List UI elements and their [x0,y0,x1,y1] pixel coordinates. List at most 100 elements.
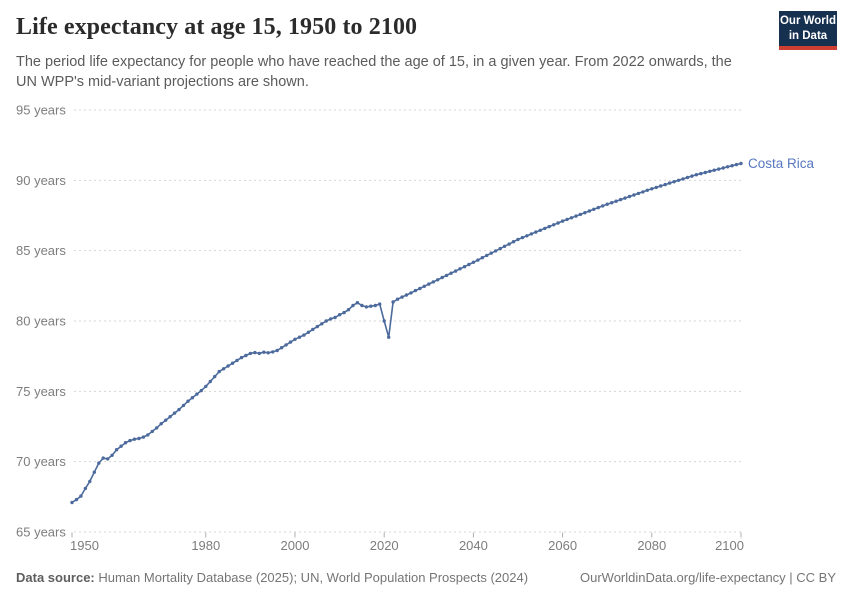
data-point [70,500,74,505]
data-point [88,479,92,484]
data-point [239,355,244,360]
data-point [181,403,186,408]
data-point [226,364,230,368]
data-point [725,165,730,169]
data-point [507,242,511,246]
owid-logo[interactable]: Our World in Data [779,11,837,50]
data-point [659,184,663,188]
data-point [601,204,605,208]
data-point [444,273,449,278]
data-point [614,199,618,203]
data-point [413,288,418,293]
data-point [681,177,685,181]
data-point [114,448,119,452]
data-point [146,433,150,437]
data-point [204,384,208,389]
data-point [369,304,373,308]
data-point [342,310,346,315]
data-point [663,182,667,187]
data-point [636,191,641,196]
data-point [106,457,110,461]
series-label[interactable]: Costa Rica [748,156,815,171]
data-point [83,486,88,491]
owid-logo-line2: in Data [788,29,828,42]
data-point [208,379,212,384]
data-point [654,185,658,190]
data-point [712,168,716,172]
data-point [560,219,565,223]
data-point [489,251,493,255]
data-point [556,221,560,225]
data-point [739,161,743,166]
data-point [293,337,297,341]
data-point [382,319,386,323]
chart-subtitle: The period life expectancy for people wh… [16,54,732,90]
x-axis-label: 1980 [191,538,220,553]
data-point [329,317,333,321]
x-axis-label: 2020 [370,538,399,553]
data-point [605,202,609,206]
data-point [387,335,391,339]
data-point [721,166,725,170]
data-point [378,302,382,306]
data-point [440,275,444,280]
data-point [355,301,360,305]
y-axis-label: 80 years [16,314,66,329]
data-point [538,228,542,232]
data-point [480,256,484,260]
data-point [529,232,534,236]
data-point [324,319,328,323]
data-point [155,426,159,430]
data-point [409,291,413,295]
data-point [565,217,569,222]
data-point [297,335,302,339]
data-point [391,300,395,304]
data-point [502,244,507,248]
data-point [498,246,502,251]
x-axis-label: 2080 [637,538,666,553]
data-point [302,333,306,337]
data-point [221,367,226,371]
data-point [284,343,288,347]
data-point [186,399,190,403]
data-point [230,361,235,365]
x-axis-label: 2040 [459,538,488,553]
data-point [525,234,529,238]
data-point [257,351,261,356]
data-point [266,351,270,355]
data-point [279,346,284,350]
data-point [569,216,574,220]
attribution-link[interactable]: OurWorldinData.org/life-expectancy | CC … [579,570,836,585]
data-point [552,223,556,227]
data-point [172,411,177,415]
data-point [110,453,114,457]
data-point [74,497,79,502]
data-point [351,303,355,308]
y-axis-label: 65 years [16,525,66,540]
data-point [623,196,627,200]
page-title: Life expectancy at age 15, 1950 to 2100 [16,14,418,40]
data-point [596,205,600,210]
data-point [583,211,587,215]
data-point [159,422,163,426]
data-point [123,441,128,445]
data-point [400,295,404,299]
data-point [534,230,538,234]
data-point [436,278,440,282]
data-point [190,396,195,400]
data-point [213,374,217,379]
data-point [703,170,707,175]
y-axis-label: 75 years [16,384,66,399]
data-point [364,305,369,309]
y-axis-label: 95 years [16,103,66,118]
data-point [275,348,279,353]
data-point [97,461,101,465]
data-point [320,322,324,326]
data-point [395,297,400,301]
series-line[interactable] [71,162,742,504]
data-point [79,494,83,498]
data-point [694,173,699,177]
data-point [248,351,253,356]
x-axis-label: 2060 [548,538,577,553]
